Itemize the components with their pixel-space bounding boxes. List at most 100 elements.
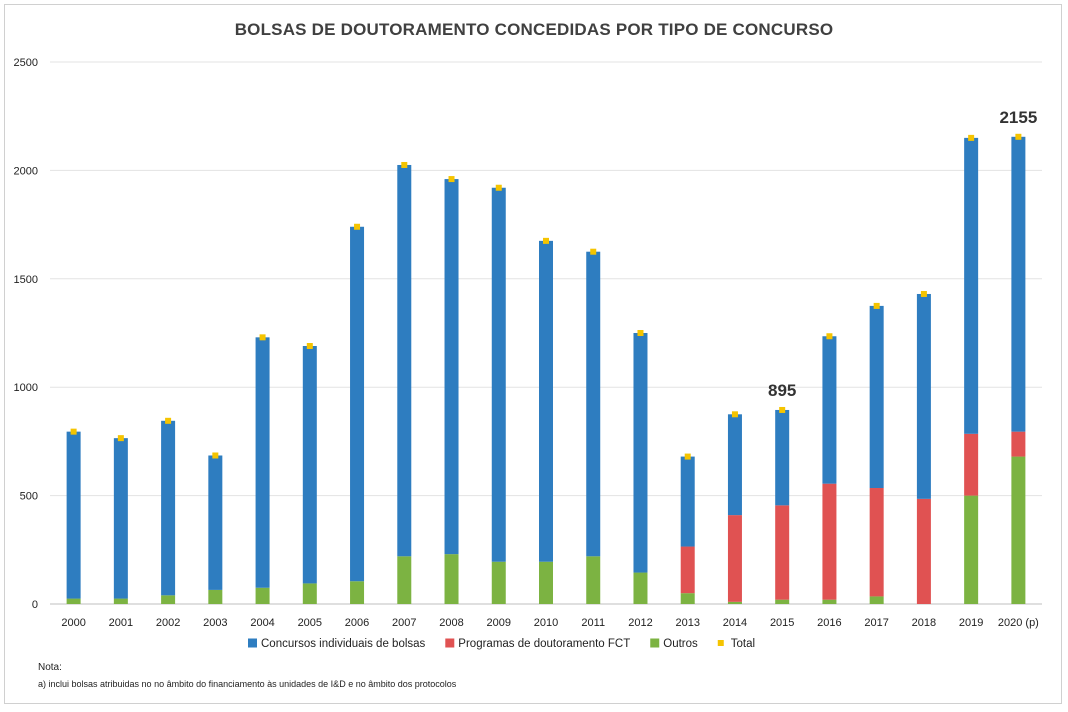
note-text: a) inclui bolsas atribuidas no no âmbito… [38,679,457,689]
bar-segment [255,587,270,604]
legend-label: Programas de doutoramento FCT [458,638,630,650]
bar-segment [491,561,506,604]
legend-label: Total [731,638,755,650]
legend-swatch [445,638,455,648]
bar-segment [302,346,317,584]
bar-segment [1011,136,1026,432]
x-tick-label: 2012 [628,617,652,629]
bar-segment [916,498,931,604]
total-marker [779,406,786,413]
total-marker [684,453,691,460]
total-marker [354,223,361,230]
y-tick-label: 1000 [14,382,38,394]
x-tick-label: 2011 [581,617,605,629]
data-annotation: 895 [768,381,796,400]
total-marker [70,428,77,435]
bar-segment [397,164,412,557]
x-tick-label: 2015 [770,617,794,629]
bar-segment [680,456,695,547]
bar-segment [113,438,128,599]
legend-swatch [248,638,257,648]
legend-label: Outros [663,638,698,650]
bar-segment [444,554,459,604]
bar-segment [727,515,742,602]
bar-segment [633,333,648,573]
bar-segment [775,599,790,604]
x-tick-label: 2003 [203,617,227,629]
x-tick-label: 2007 [392,617,416,629]
y-tick-label: 1500 [14,274,38,286]
bar-segment [680,546,695,594]
chart-title: BOLSAS DE DOUTORAMENTO CONCEDIDAS POR TI… [234,20,834,39]
x-tick-label: 2016 [817,617,841,629]
total-marker [495,184,502,191]
bar-segment [161,595,176,604]
total-marker [448,176,455,183]
bar-segment [869,305,884,489]
total-marker [731,411,738,418]
y-tick-label: 500 [20,491,38,503]
chart-frame [4,4,1062,704]
bar-segment [869,488,884,597]
x-tick-label: 2005 [298,617,322,629]
x-tick-label: 2010 [534,617,558,629]
total-marker [1015,133,1022,140]
bar-segment [302,583,317,604]
bar-segment [350,226,365,582]
total-marker [212,452,219,459]
bar-segment [775,505,790,600]
x-tick-label: 2001 [109,617,133,629]
total-marker [826,333,833,340]
bar-segment [161,420,176,596]
x-tick-label: 2013 [675,617,699,629]
x-tick-label: 2014 [723,617,747,629]
bar-segment [539,240,553,562]
bar-segment [964,137,979,434]
total-marker [920,290,927,297]
x-tick-label: 2018 [912,617,936,629]
total-marker [401,161,408,168]
x-tick-label: 2004 [250,617,274,629]
x-tick-label: 2009 [487,617,511,629]
total-marker [873,302,880,309]
bar-segment [1011,456,1026,604]
total-marker [590,248,597,255]
bar-segment [727,414,742,516]
bar-segment [350,581,365,604]
x-tick-label: 2008 [439,617,463,629]
bar-segment [869,596,884,604]
total-marker [165,417,172,424]
total-marker [637,330,644,336]
bar-segment [208,455,223,590]
x-tick-label: 2000 [61,617,85,629]
bar-segment [66,598,81,604]
bar-segment [491,187,506,562]
bar-segment [633,572,648,604]
bar-segment [916,293,931,499]
bar-segment [680,593,695,604]
total-marker [306,343,313,350]
x-tick-label: 2020 (p) [998,617,1039,629]
bar-segment [727,601,742,604]
bar-segment [444,179,459,555]
bar-segment [66,431,81,599]
total-marker [968,134,975,141]
x-tick-label: 2017 [864,617,888,629]
bar-segment [397,556,412,604]
legend-swatch [650,638,660,648]
bar-segment [586,556,601,604]
x-tick-label: 2006 [345,617,369,629]
data-annotation: 2155 [999,108,1037,127]
note-heading: Nota: [38,662,62,673]
bar-segment [964,495,979,604]
bar-segment [539,561,553,604]
bar-segment [1011,431,1026,457]
y-tick-label: 0 [32,599,38,611]
bar-segment [822,336,837,484]
y-tick-label: 2500 [14,57,38,69]
bar-segment [822,483,837,600]
total-marker [259,334,266,341]
legend-label: Concursos individuais de bolsas [261,638,426,650]
bar-segment [586,251,601,557]
